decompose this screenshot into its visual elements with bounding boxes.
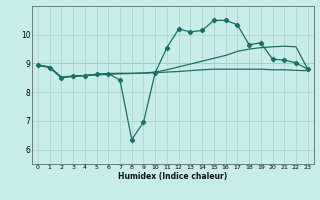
X-axis label: Humidex (Indice chaleur): Humidex (Indice chaleur) xyxy=(118,172,228,181)
